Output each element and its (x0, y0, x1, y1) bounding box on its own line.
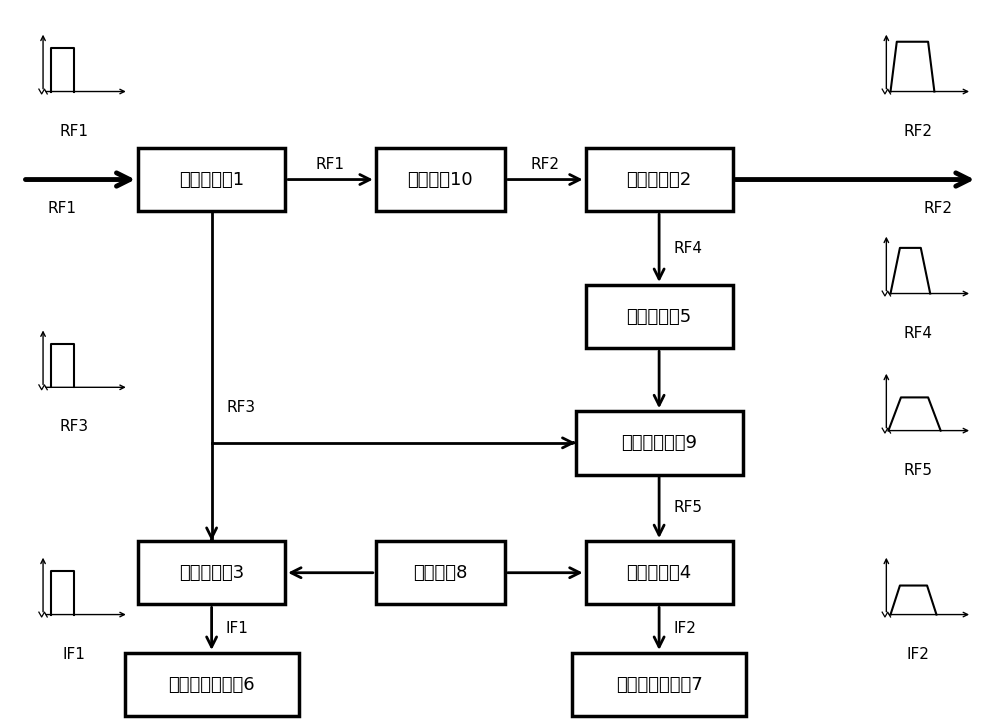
Text: 本振模块8: 本振模块8 (413, 563, 468, 582)
Text: 第二模数转换器7: 第二模数转换器7 (616, 675, 702, 694)
Text: 第二耦合器2: 第二耦合器2 (626, 171, 692, 188)
Text: 第二混频器4: 第二混频器4 (626, 563, 692, 582)
Bar (376, 148, 505, 212)
Text: RF3: RF3 (60, 419, 89, 435)
Text: RF1: RF1 (60, 124, 89, 139)
Text: RF4: RF4 (673, 241, 702, 256)
Text: 误差分离模块9: 误差分离模块9 (621, 434, 697, 452)
Text: RF5: RF5 (903, 462, 932, 478)
Text: RF2: RF2 (903, 124, 932, 139)
Text: IF2: IF2 (673, 621, 696, 636)
Bar (376, 541, 505, 604)
Bar (576, 411, 743, 475)
Text: RF4: RF4 (903, 326, 932, 341)
Text: IF1: IF1 (226, 621, 248, 636)
Bar (586, 285, 733, 348)
Bar (125, 653, 299, 716)
Text: RF5: RF5 (673, 500, 702, 515)
Text: RF1: RF1 (316, 157, 345, 172)
Text: 第一衰减器5: 第一衰减器5 (626, 308, 692, 326)
Bar (572, 653, 746, 716)
Text: 第一模数转换器6: 第一模数转换器6 (168, 675, 255, 694)
Bar (138, 541, 285, 604)
Bar (586, 541, 733, 604)
Text: RF2: RF2 (923, 201, 952, 216)
Text: 第一耦合器1: 第一耦合器1 (179, 171, 244, 188)
Text: IF1: IF1 (63, 647, 86, 662)
Text: IF2: IF2 (906, 647, 929, 662)
Text: RF2: RF2 (531, 157, 560, 172)
Text: RF3: RF3 (227, 401, 256, 415)
Bar (138, 148, 285, 212)
Text: 射频功放10: 射频功放10 (408, 171, 473, 188)
Bar (586, 148, 733, 212)
Text: RF1: RF1 (48, 201, 77, 216)
Text: 第一混频器3: 第一混频器3 (179, 563, 244, 582)
